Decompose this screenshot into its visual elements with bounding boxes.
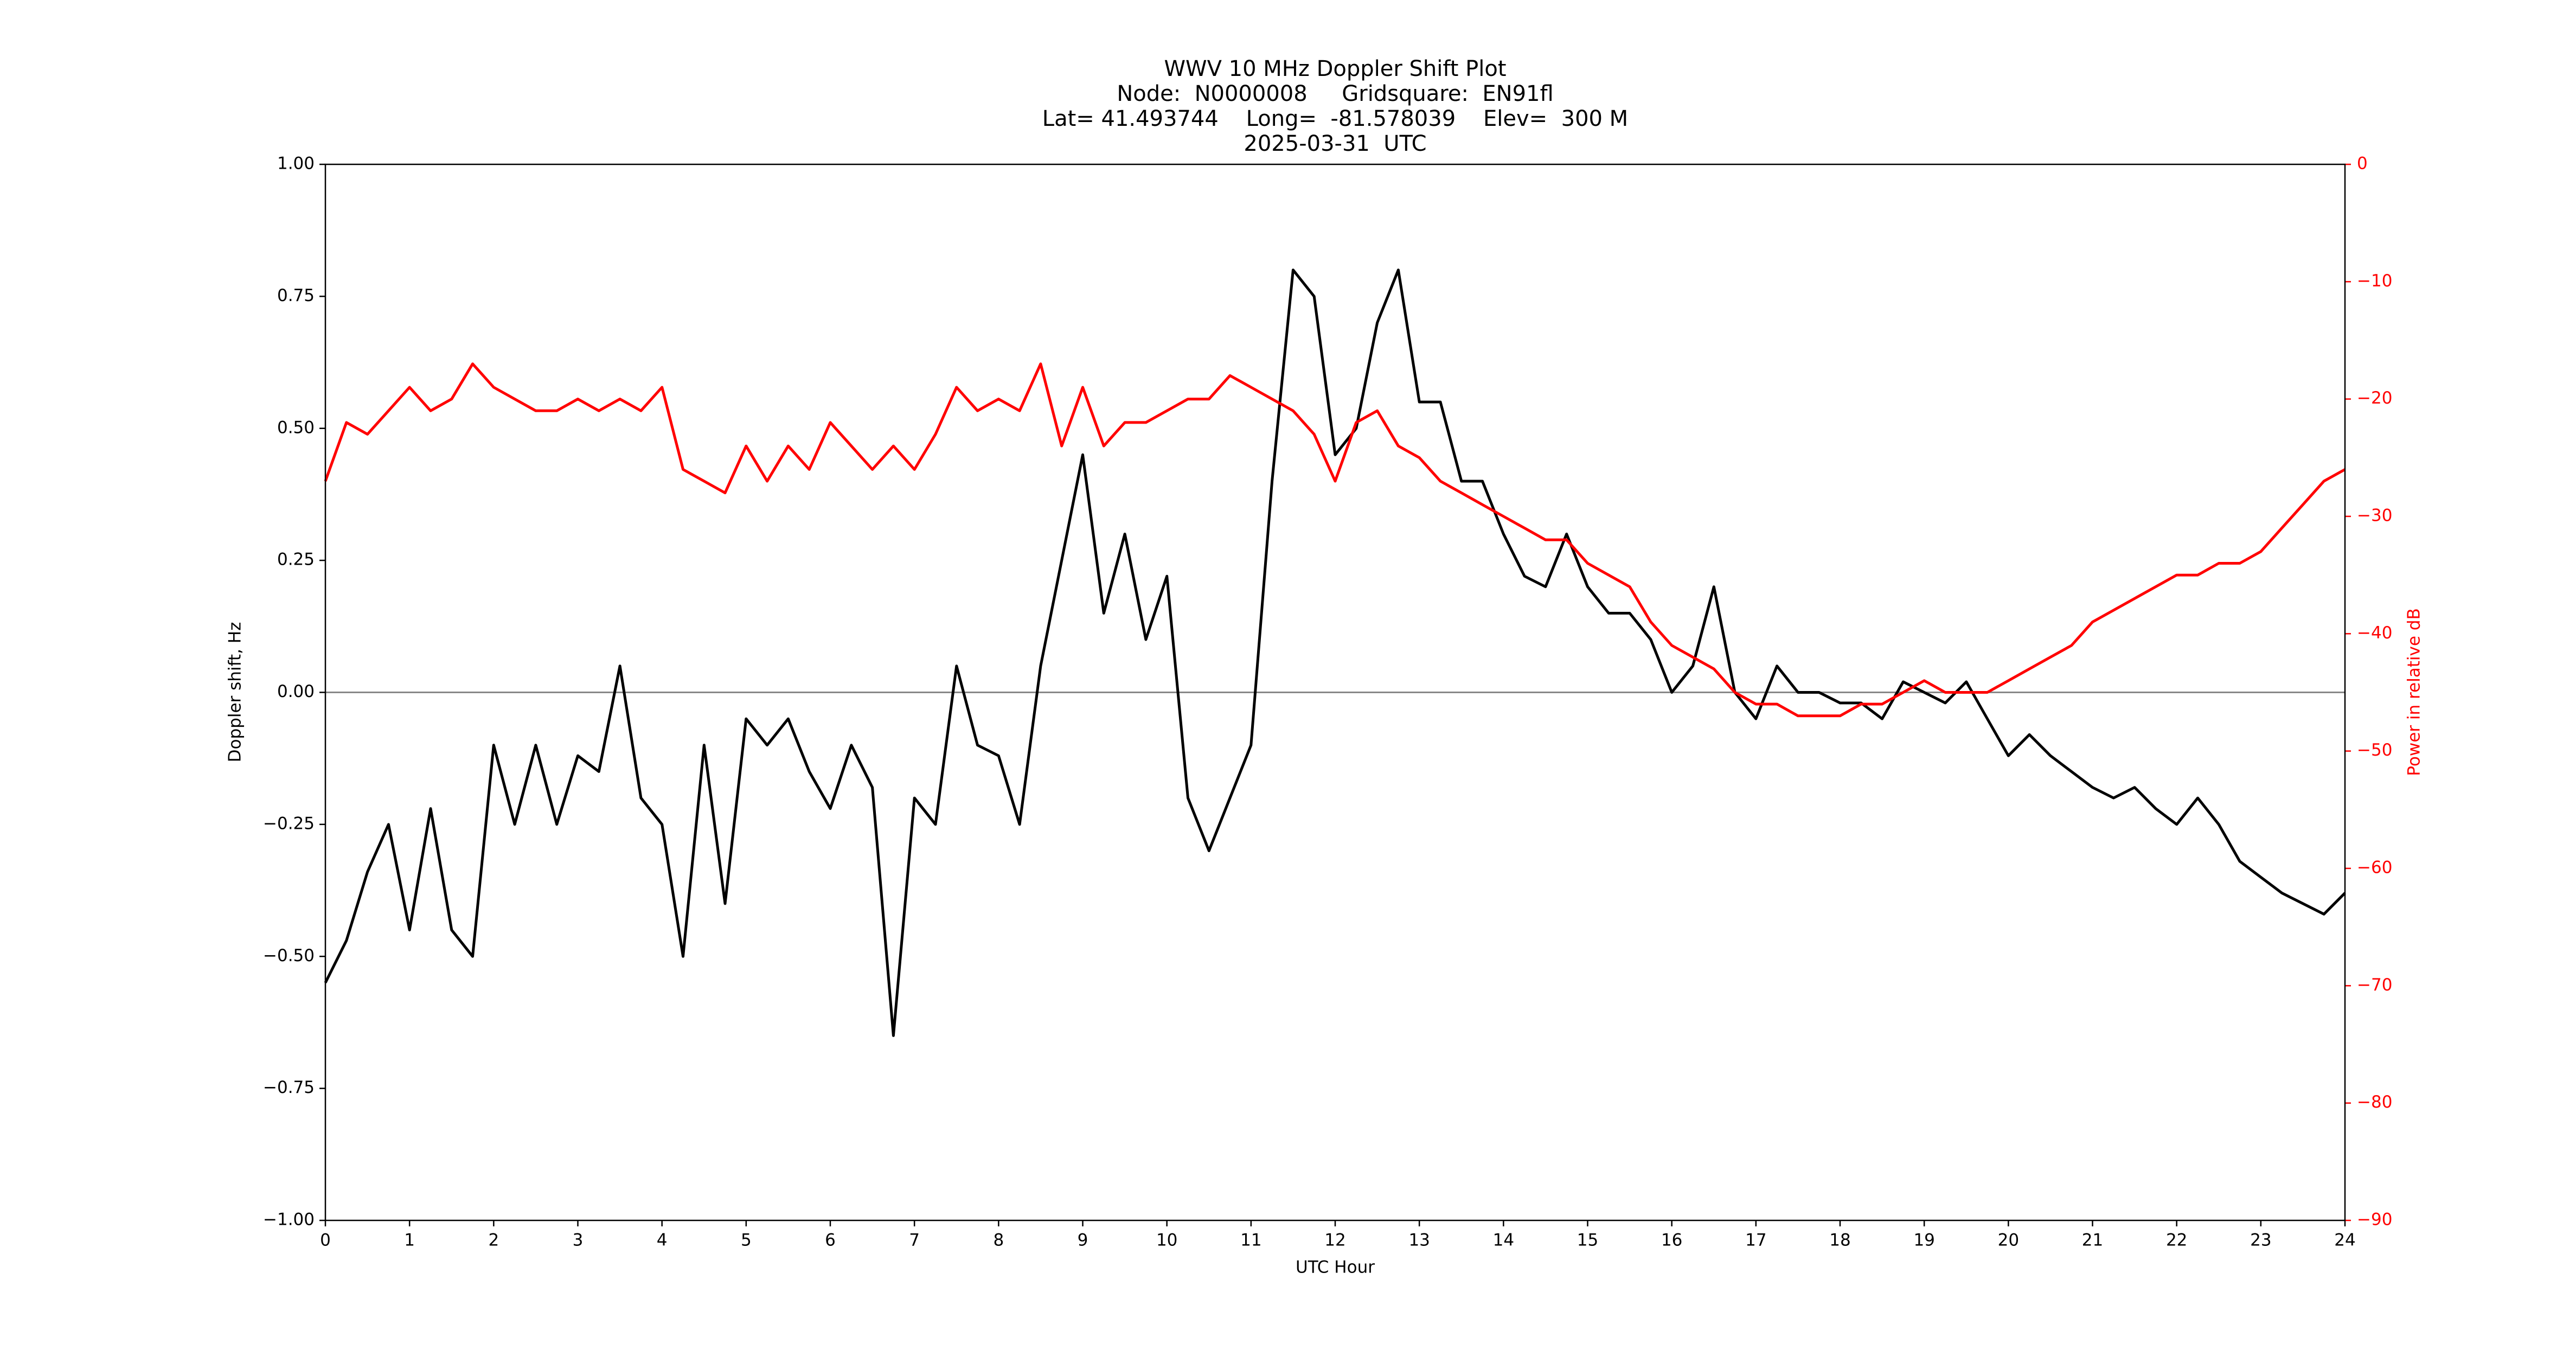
data-line [324, 362, 2346, 718]
y-tick-label: −0.50 [263, 946, 315, 965]
x-tick-label: 18 [1829, 1231, 1850, 1250]
x-tick-label: 4 [657, 1231, 668, 1250]
x-tick-label: 16 [1661, 1231, 1682, 1250]
x-tick-label: 5 [741, 1231, 752, 1250]
x-tick-label: 20 [1998, 1231, 2019, 1250]
x-tick-label: 22 [2166, 1231, 2187, 1250]
data-line [324, 268, 2346, 1037]
chart-subtitle: 2025-03-31 UTC [1244, 131, 1426, 156]
x-tick-label: 12 [1324, 1231, 1345, 1250]
plot-frame [324, 163, 2346, 1221]
x-tick-label: 21 [2082, 1231, 2103, 1250]
x-tick-label: 23 [2250, 1231, 2271, 1250]
y-tick-label: −0.25 [263, 814, 315, 833]
y2-tick-label: −70 [2357, 975, 2392, 995]
y-tick-label: 1.00 [277, 154, 315, 174]
y-tick-label: 0.50 [277, 418, 315, 437]
x-tick-label: 8 [993, 1231, 1004, 1250]
x-tick-label: 2 [488, 1231, 499, 1250]
y-tick-label: −0.75 [263, 1078, 315, 1097]
y-tick-label: −1.00 [263, 1210, 315, 1230]
y2-tick-label: −80 [2357, 1092, 2392, 1112]
chart-title: WWV 10 MHz Doppler Shift Plot [1164, 56, 1506, 81]
y2-tick-label: −20 [2357, 388, 2392, 408]
x-tick-label: 13 [1408, 1231, 1430, 1250]
x-tick-label: 6 [825, 1231, 836, 1250]
y-tick-label: 0.00 [277, 682, 315, 701]
x-tick-label: 24 [2334, 1231, 2355, 1250]
chart-subtitle: Node: N0000008 Gridsquare: EN91fl [1117, 81, 1553, 106]
y-tick-label: 0.75 [277, 286, 315, 305]
x-tick-label: 3 [573, 1231, 584, 1250]
x-tick-label: 15 [1577, 1231, 1598, 1250]
x-tick-label: 0 [320, 1231, 331, 1250]
x-tick-label: 9 [1078, 1231, 1088, 1250]
x-tick-label: 7 [909, 1231, 920, 1250]
y2-tick-label: −90 [2357, 1210, 2392, 1230]
x-tick-label: 19 [1913, 1231, 1934, 1250]
y2-tick-label: −10 [2357, 271, 2392, 291]
x-tick-label: 1 [404, 1231, 415, 1250]
x-tick-label: 10 [1156, 1231, 1177, 1250]
y2-tick-label: −40 [2357, 623, 2392, 643]
y-tick-label: 0.25 [277, 550, 315, 570]
x-axis-label: UTC Hour [1296, 1258, 1375, 1277]
x-tick-label: 17 [1745, 1231, 1766, 1250]
y2-tick-label: −60 [2357, 858, 2392, 878]
y2-tick-label: −30 [2357, 506, 2392, 526]
x-tick-label: 14 [1493, 1231, 1514, 1250]
y2-tick-label: 0 [2357, 154, 2368, 174]
y-axis-label: Doppler shift, Hz [226, 622, 245, 763]
y2-axis-label: Power in relative dB [2405, 608, 2424, 776]
y2-tick-label: −50 [2357, 740, 2392, 760]
x-tick-label: 11 [1240, 1231, 1261, 1250]
chart-subtitle: Lat= 41.493744 Long= -81.578039 Elev= 30… [1042, 106, 1628, 131]
